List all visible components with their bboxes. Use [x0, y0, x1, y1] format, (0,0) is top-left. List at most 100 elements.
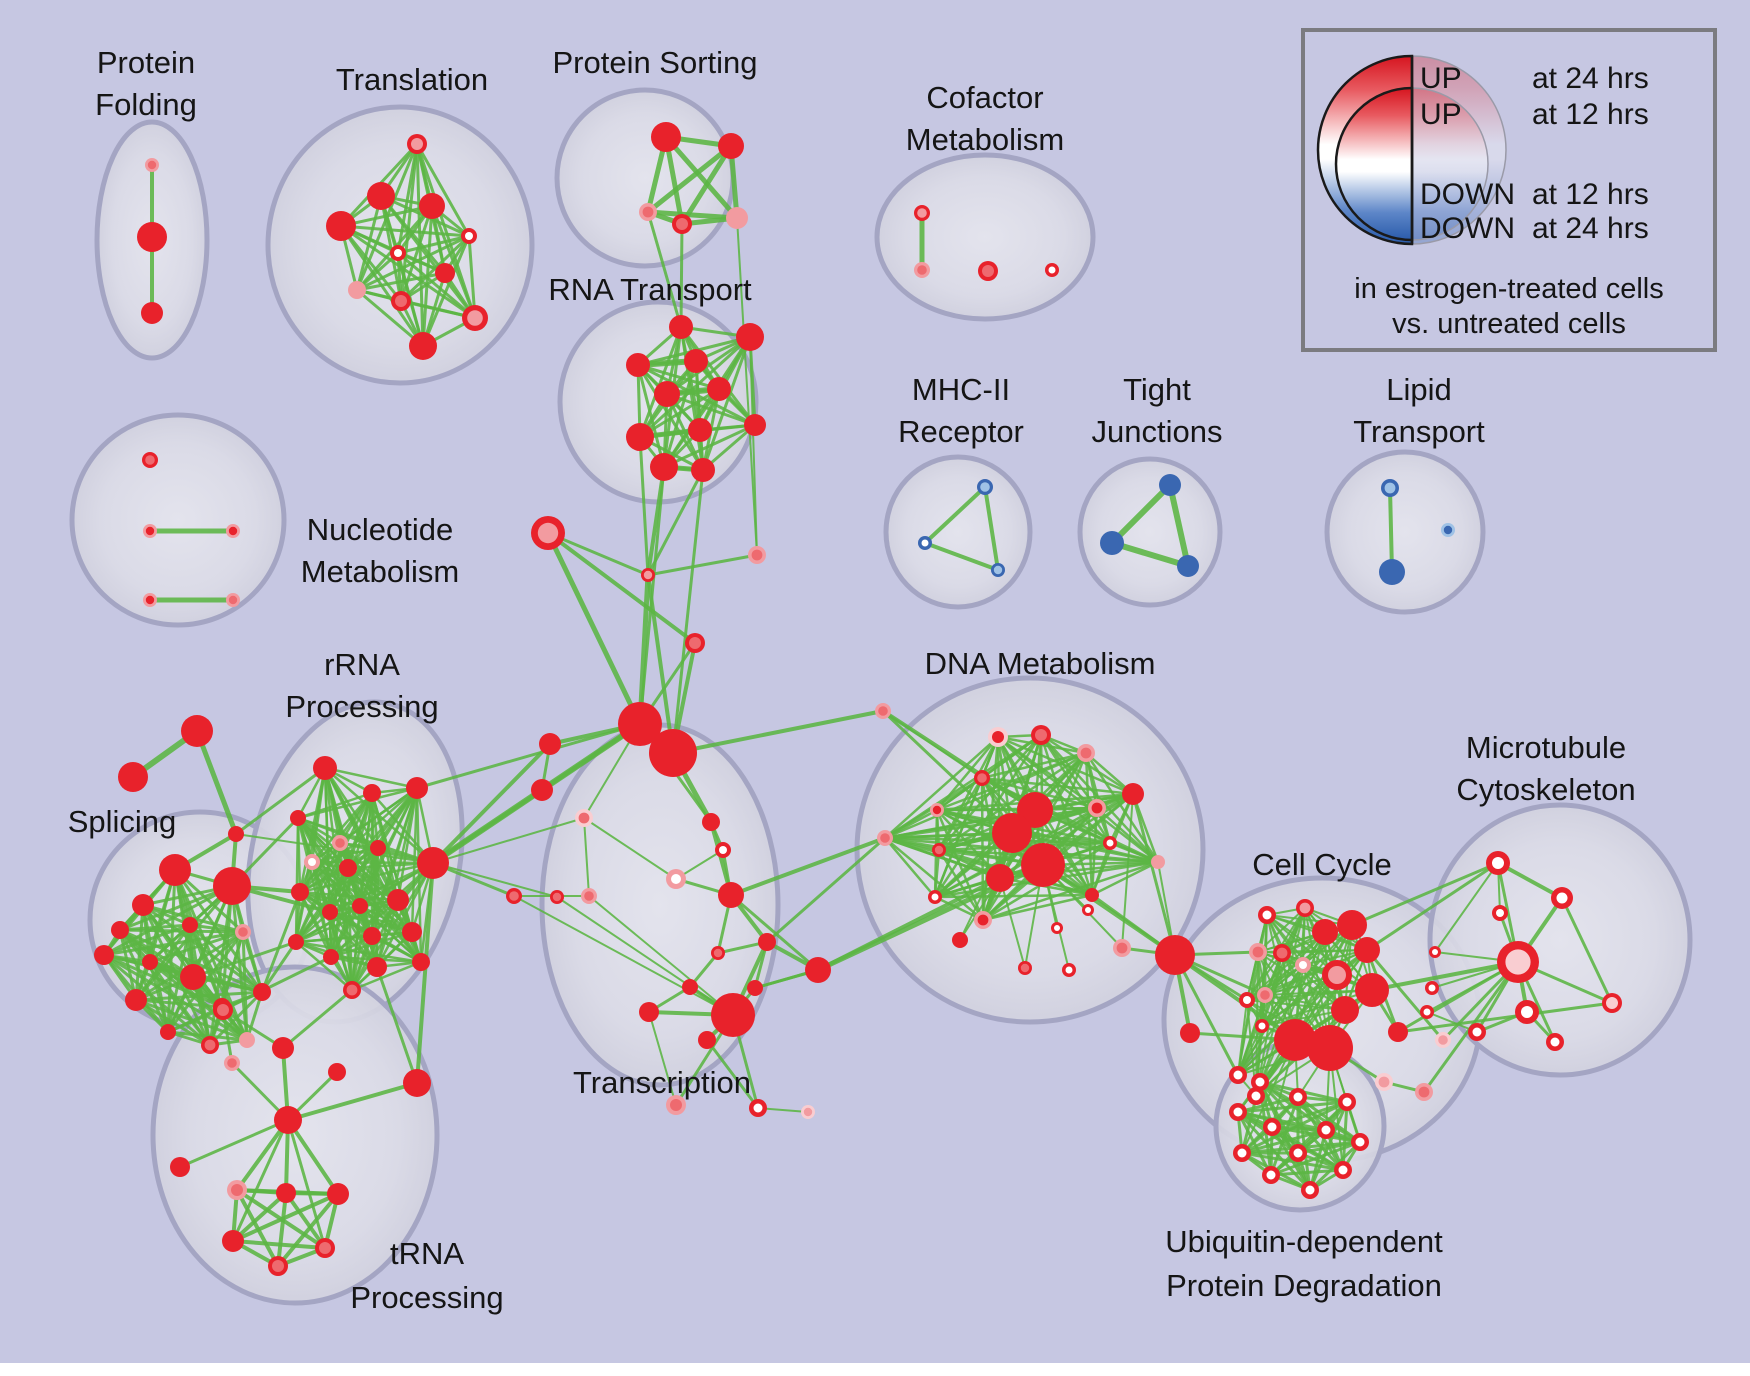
node-inner-core	[467, 310, 483, 326]
network-node	[618, 702, 662, 746]
network-edge	[1257, 907, 1306, 953]
network-edge	[415, 722, 642, 790]
network-edge	[662, 423, 757, 469]
network-node	[1233, 1144, 1251, 1162]
legend-state-label: UP	[1420, 98, 1462, 131]
network-edge	[298, 861, 435, 894]
network-edge	[102, 930, 245, 957]
network-edge	[231, 1191, 288, 1243]
network-node	[1122, 783, 1144, 805]
network-node	[332, 835, 348, 851]
network-node	[672, 214, 692, 234]
network-edge	[1264, 989, 1373, 996]
node-outer-ring	[736, 323, 764, 351]
network-edge	[1240, 1128, 1328, 1155]
network-node	[974, 770, 990, 786]
network-node	[914, 205, 930, 221]
node-inner-core	[217, 1004, 229, 1016]
network-edge	[637, 572, 651, 727]
network-node	[1379, 559, 1405, 585]
network-edge	[375, 965, 419, 1085]
network-node	[1021, 843, 1065, 887]
node-outer-ring	[758, 933, 776, 951]
network-edge	[1237, 994, 1266, 1076]
node-inner-core	[1378, 1076, 1390, 1088]
network-node	[1229, 1066, 1247, 1084]
node-inner-core	[982, 265, 994, 277]
node-outer-ring	[367, 957, 387, 977]
network-edge	[679, 325, 757, 427]
node-outer-ring	[417, 847, 449, 879]
node-inner-core	[465, 232, 473, 240]
network-edge	[1237, 1025, 1263, 1076]
network-node	[715, 842, 731, 858]
network-edge	[883, 836, 937, 899]
network-node	[1103, 836, 1117, 850]
node-outer-ring	[726, 207, 748, 229]
network-node	[1255, 1019, 1269, 1033]
node-inner-core	[880, 833, 890, 843]
legend-time-label: at 24 hrs	[1532, 212, 1649, 245]
node-inner-core	[1550, 1037, 1560, 1047]
node-outer-ring	[531, 779, 553, 801]
network-node	[145, 158, 159, 172]
network-edge	[118, 928, 245, 934]
node-inner-core	[1432, 949, 1438, 955]
node-inner-core	[751, 549, 763, 561]
node-inner-core	[1266, 1170, 1276, 1180]
network-node	[313, 756, 337, 780]
network-node	[272, 1037, 294, 1059]
cluster-cofactor-metabolism	[874, 152, 1096, 322]
node-outer-ring	[718, 133, 744, 159]
network-node	[363, 927, 381, 945]
node-inner-core	[1065, 966, 1073, 974]
network-edge	[583, 817, 677, 880]
network-edge	[118, 928, 170, 1034]
network-node	[227, 1180, 247, 1200]
network-node	[711, 946, 725, 960]
network-node	[143, 524, 157, 538]
network-node	[1337, 910, 1367, 940]
cluster-label-ubiquitin-dependent-protein-degradation: Protein Degradation	[1166, 1268, 1442, 1303]
node-inner-core	[1556, 892, 1568, 904]
network-node	[666, 1095, 686, 1115]
node-outer-ring	[352, 898, 368, 914]
legend-box	[1301, 28, 1717, 352]
network-node	[1551, 887, 1573, 909]
network-node	[1155, 935, 1195, 975]
network-node	[170, 1157, 190, 1177]
network-node	[1420, 1005, 1434, 1019]
network-edge	[231, 1192, 340, 1243]
node-outer-ring	[419, 193, 445, 219]
network-edge	[765, 836, 887, 944]
network-edge	[646, 553, 759, 577]
cluster-nucleotide-metabolism	[69, 412, 287, 628]
node-outer-ring	[1021, 843, 1065, 887]
network-node	[649, 729, 697, 777]
node-inner-core	[1237, 1148, 1247, 1158]
network-edge	[646, 573, 675, 755]
cluster-label-transcription: Transcription	[573, 1065, 751, 1100]
node-outer-ring	[322, 904, 338, 920]
network-node	[531, 516, 565, 550]
network-node	[182, 917, 198, 933]
network-node	[650, 453, 678, 481]
node-inner-core	[1233, 1107, 1243, 1117]
network-node	[875, 703, 891, 719]
network-edge	[339, 224, 471, 238]
network-node	[914, 262, 930, 278]
node-outer-ring	[688, 418, 712, 442]
network-node	[213, 1000, 233, 1020]
cluster-label-cell-cycle: Cell Cycle	[1252, 847, 1392, 882]
network-edge	[1434, 862, 1499, 953]
node-outer-ring	[718, 882, 744, 908]
network-node	[253, 983, 271, 1001]
cluster-label-microtubule-cytoskeleton: Microtubule	[1466, 730, 1626, 765]
network-node	[141, 302, 163, 324]
cluster-protein-sorting	[554, 87, 736, 269]
node-inner-core	[537, 522, 559, 544]
node-outer-ring	[363, 927, 381, 945]
node-inner-core	[584, 891, 594, 901]
network-node	[228, 826, 244, 842]
node-outer-ring	[323, 949, 339, 965]
